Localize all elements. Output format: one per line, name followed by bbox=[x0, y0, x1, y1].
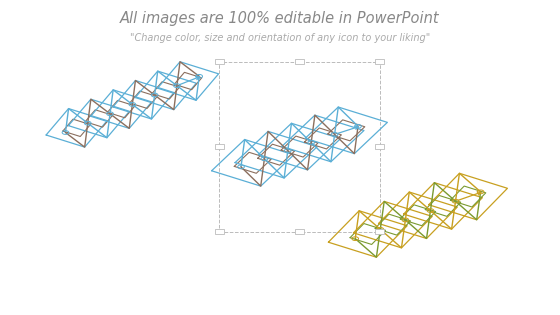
Text: "Change color, size and orientation of any icon to your liking": "Change color, size and orientation of a… bbox=[130, 33, 430, 43]
Bar bbox=[375, 229, 384, 234]
Bar bbox=[295, 229, 304, 234]
Bar bbox=[375, 144, 384, 149]
Bar bbox=[375, 59, 384, 64]
Bar bbox=[295, 59, 304, 64]
Text: All images are 100% editable in PowerPoint: All images are 100% editable in PowerPoi… bbox=[120, 11, 440, 26]
Bar bbox=[215, 59, 224, 64]
Bar bbox=[215, 229, 224, 234]
Bar bbox=[220, 61, 380, 232]
Bar bbox=[215, 144, 224, 149]
